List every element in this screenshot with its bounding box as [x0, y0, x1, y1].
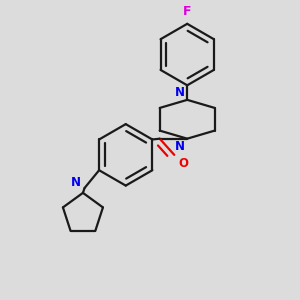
Text: N: N: [175, 85, 184, 99]
Text: N: N: [71, 176, 81, 189]
Text: N: N: [175, 140, 184, 153]
Text: F: F: [183, 5, 191, 18]
Text: O: O: [179, 158, 189, 170]
